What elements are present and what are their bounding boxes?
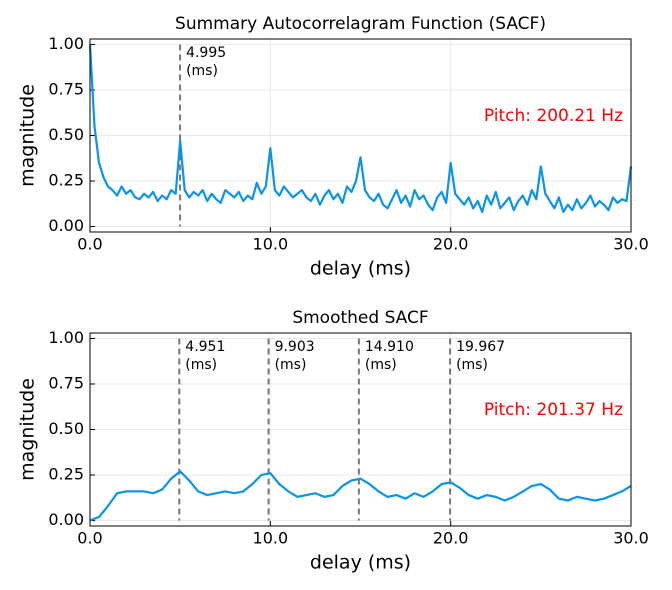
x-tick-label: 20.0 bbox=[433, 529, 469, 548]
y-tick-label: 0.50 bbox=[48, 125, 84, 144]
pitch-label: Pitch: 201.37 Hz bbox=[484, 400, 623, 420]
x-tick-label: 10.0 bbox=[253, 235, 289, 254]
marker-unit: (ms) bbox=[186, 63, 218, 79]
y-tick-label: 0.75 bbox=[48, 373, 84, 392]
x-tick-label: 0.0 bbox=[77, 529, 102, 548]
x-tick-label: 20.0 bbox=[433, 235, 469, 254]
data-line bbox=[89, 470, 632, 522]
chart-title: Summary Autocorrelagram Function (SACF) bbox=[175, 14, 546, 34]
y-tick-label: 1.00 bbox=[48, 34, 84, 53]
marker-unit: (ms) bbox=[456, 357, 488, 373]
y-tick-label: 0.25 bbox=[48, 465, 84, 484]
x-axis-label: delay (ms) bbox=[310, 552, 411, 574]
marker-unit: (ms) bbox=[185, 357, 217, 373]
x-tick-label: 30.0 bbox=[613, 529, 649, 548]
marker-label: 4.995 bbox=[186, 45, 226, 61]
y-tick-label: 0.50 bbox=[48, 419, 84, 438]
marker-label: 9.903 bbox=[275, 339, 315, 355]
marker-label: 4.951 bbox=[185, 339, 225, 355]
y-tick-label: 0.25 bbox=[48, 171, 84, 190]
x-tick-label: 0.0 bbox=[77, 235, 102, 254]
y-tick-label: 0.75 bbox=[48, 79, 84, 98]
marker-unit: (ms) bbox=[275, 357, 307, 373]
plot-frame bbox=[89, 332, 632, 527]
x-tick-label: 30.0 bbox=[613, 235, 649, 254]
data-line bbox=[88, 44, 633, 214]
marker-unit: (ms) bbox=[365, 357, 397, 373]
y-tick-label: 0.00 bbox=[48, 216, 84, 235]
y-tick-label: 0.00 bbox=[48, 510, 84, 529]
marker-label: 14.910 bbox=[365, 339, 414, 355]
marker-label: 19.967 bbox=[456, 339, 505, 355]
x-axis-label: delay (ms) bbox=[310, 258, 411, 280]
y-tick-label: 1.00 bbox=[48, 328, 84, 347]
chart-title: Smoothed SACF bbox=[292, 308, 428, 328]
y-axis-label: magnitude bbox=[17, 378, 39, 481]
x-tick-label: 10.0 bbox=[253, 529, 289, 548]
plot-frame bbox=[89, 38, 632, 233]
y-axis-label: magnitude bbox=[17, 84, 39, 187]
pitch-label: Pitch: 200.21 Hz bbox=[484, 106, 623, 126]
